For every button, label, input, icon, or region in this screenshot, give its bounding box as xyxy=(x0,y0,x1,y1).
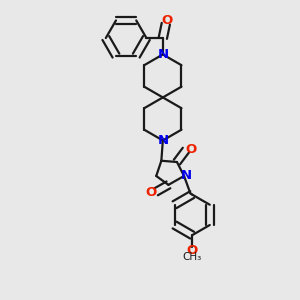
Text: N: N xyxy=(157,48,168,61)
Text: O: O xyxy=(187,244,198,256)
Text: O: O xyxy=(185,143,196,156)
Text: N: N xyxy=(157,134,168,147)
Text: N: N xyxy=(181,169,192,182)
Text: O: O xyxy=(146,186,157,199)
Text: O: O xyxy=(161,14,172,27)
Text: CH₃: CH₃ xyxy=(182,252,202,262)
